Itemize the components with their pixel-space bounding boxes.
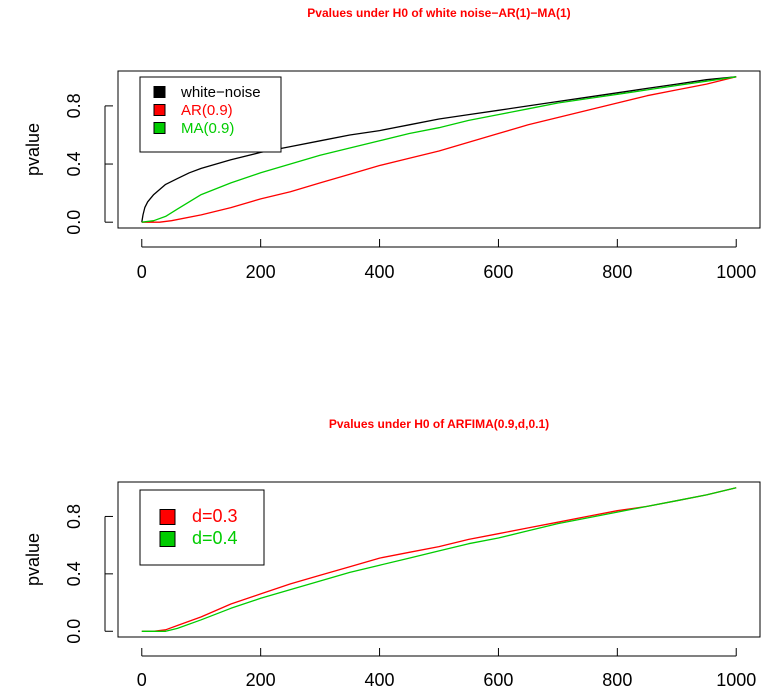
legend-swatch [153, 104, 166, 116]
legend-swatch [153, 86, 166, 98]
y-tick-label: 0.0 [64, 210, 84, 235]
series-line-1 [141, 487, 737, 632]
chart-panel-1: Pvalues under H0 of white noise−AR(1)−MA… [23, 6, 761, 282]
y-axis: 0.0 0.4 0.8 [64, 504, 113, 644]
y-axis: 0.0 0.4 0.8 [64, 93, 113, 235]
legend-label: AR(0.9) [181, 102, 233, 119]
y-axis-label: pvalue [23, 533, 43, 586]
x-tick-label: 600 [483, 670, 513, 688]
plot-frame [117, 481, 761, 638]
x-tick-label: 0 [137, 670, 147, 688]
y-tick-label: 0.8 [64, 93, 84, 118]
x-tick-label: 800 [602, 262, 632, 282]
legend-swatch [159, 509, 176, 525]
plot-frame [117, 70, 761, 229]
legend-label: d=0.4 [192, 528, 238, 548]
x-tick-label: 600 [483, 262, 513, 282]
legend-swatch [153, 122, 166, 134]
y-tick-label: 0.8 [64, 504, 84, 529]
y-axis-label: pvalue [23, 123, 43, 176]
legend-label: MA(0.9) [181, 120, 234, 137]
chart-title: Pvalues under H0 of white noise−AR(1)−MA… [307, 6, 570, 20]
x-tick-label: 1000 [716, 262, 756, 282]
series-line-2 [141, 76, 737, 223]
y-tick-label: 0.4 [64, 561, 84, 586]
y-tick-label: 0.4 [64, 152, 84, 177]
legend-label: d=0.3 [192, 506, 238, 526]
legend-swatch [159, 531, 176, 547]
chart-panel-2: Pvalues under H0 of ARFIMA(0.9,d,0.1) 0 20… [23, 417, 761, 688]
series-line-2 [141, 487, 737, 632]
legend: d=0.3d=0.4 [139, 489, 265, 566]
x-tick-label: 400 [365, 670, 395, 688]
x-tick-label: 0 [137, 262, 147, 282]
x-tick-label: 800 [602, 670, 632, 688]
y-tick-label: 0.0 [64, 619, 84, 644]
legend-label: white−noise [180, 84, 261, 101]
chart-title: Pvalues under H0 of ARFIMA(0.9,d,0.1) [329, 417, 549, 431]
series-line-1 [141, 76, 737, 223]
x-tick-label: 1000 [716, 670, 756, 688]
x-tick-label: 400 [365, 262, 395, 282]
x-axis: 0 200 400 600 800 1000 [137, 239, 756, 282]
x-tick-label: 200 [246, 670, 276, 688]
series-line-3 [141, 76, 737, 223]
x-axis: 0 200 400 600 800 1000 [137, 648, 756, 688]
legend-box [139, 489, 265, 566]
x-tick-label: 200 [246, 262, 276, 282]
